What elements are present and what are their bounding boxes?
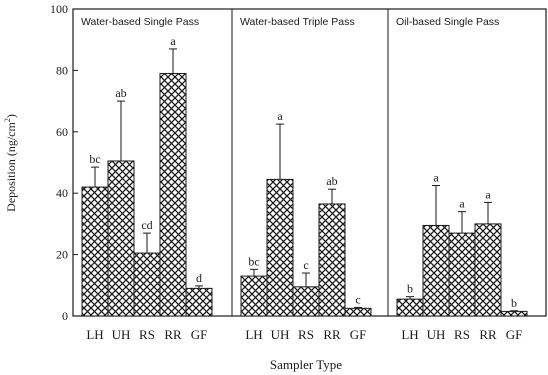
panel-title: Oil-based Single Pass bbox=[396, 16, 499, 28]
y-tick-label: 20 bbox=[56, 248, 68, 262]
bar bbox=[185, 287, 213, 317]
y-tick-label: 40 bbox=[56, 186, 68, 200]
x-tick-label: RS bbox=[298, 327, 314, 342]
bar bbox=[318, 203, 346, 317]
x-tick-label: RR bbox=[164, 327, 182, 342]
x-tick-label: RR bbox=[479, 327, 497, 342]
x-tick-label: GF bbox=[191, 327, 208, 342]
significance-letter: a bbox=[485, 187, 491, 201]
significance-letter: bc bbox=[248, 254, 259, 268]
bars-layer bbox=[81, 48, 528, 317]
x-tick-label: UH bbox=[112, 327, 131, 342]
significance-letter: ab bbox=[326, 174, 337, 188]
x-tick-label: UH bbox=[427, 327, 446, 342]
bar bbox=[240, 275, 268, 317]
bar bbox=[107, 160, 135, 317]
significance-letter: cd bbox=[141, 218, 152, 232]
significance-letter: ab bbox=[115, 86, 126, 100]
y-tick-label: 80 bbox=[56, 63, 68, 77]
x-tick-label: RS bbox=[139, 327, 155, 342]
significance-letter: a bbox=[277, 109, 283, 123]
significance-letter: c bbox=[355, 292, 360, 306]
x-tick-label: LH bbox=[86, 327, 103, 342]
panel-title: Water-based Triple Pass bbox=[240, 16, 355, 28]
significance-letter: d bbox=[196, 271, 202, 285]
x-axis-title: Sampler Type bbox=[270, 357, 342, 372]
significance-letter: a bbox=[459, 197, 465, 211]
significance-letter: a bbox=[433, 171, 439, 185]
bar bbox=[81, 186, 109, 317]
x-tick-label: LH bbox=[401, 327, 418, 342]
bar bbox=[396, 298, 424, 317]
bar bbox=[159, 72, 187, 317]
y-axis-title: Deposition (ng/cm2) bbox=[3, 114, 18, 212]
x-tick-label: RS bbox=[454, 327, 470, 342]
bar bbox=[474, 223, 502, 317]
significance-letter: b bbox=[407, 282, 413, 296]
x-tick-label: LH bbox=[245, 327, 262, 342]
significance-letter: b bbox=[511, 296, 517, 310]
x-tick-label: RR bbox=[323, 327, 341, 342]
significance-letter: a bbox=[170, 34, 176, 48]
bar bbox=[266, 178, 294, 317]
x-tick-label: GF bbox=[350, 327, 367, 342]
y-tick-label: 100 bbox=[50, 2, 68, 16]
bar bbox=[448, 232, 476, 317]
bar bbox=[133, 252, 161, 317]
bar bbox=[422, 224, 450, 317]
significance-letter: bc bbox=[89, 152, 100, 166]
y-tick-label: 60 bbox=[56, 125, 68, 139]
x-tick-label: GF bbox=[506, 327, 523, 342]
panel-title: Water-based Single Pass bbox=[81, 16, 199, 28]
bar bbox=[500, 310, 528, 317]
bar bbox=[344, 307, 372, 317]
significance-letter: c bbox=[303, 258, 308, 272]
bar bbox=[292, 286, 320, 317]
x-tick-label: UH bbox=[271, 327, 290, 342]
y-tick-label: 0 bbox=[62, 309, 68, 323]
